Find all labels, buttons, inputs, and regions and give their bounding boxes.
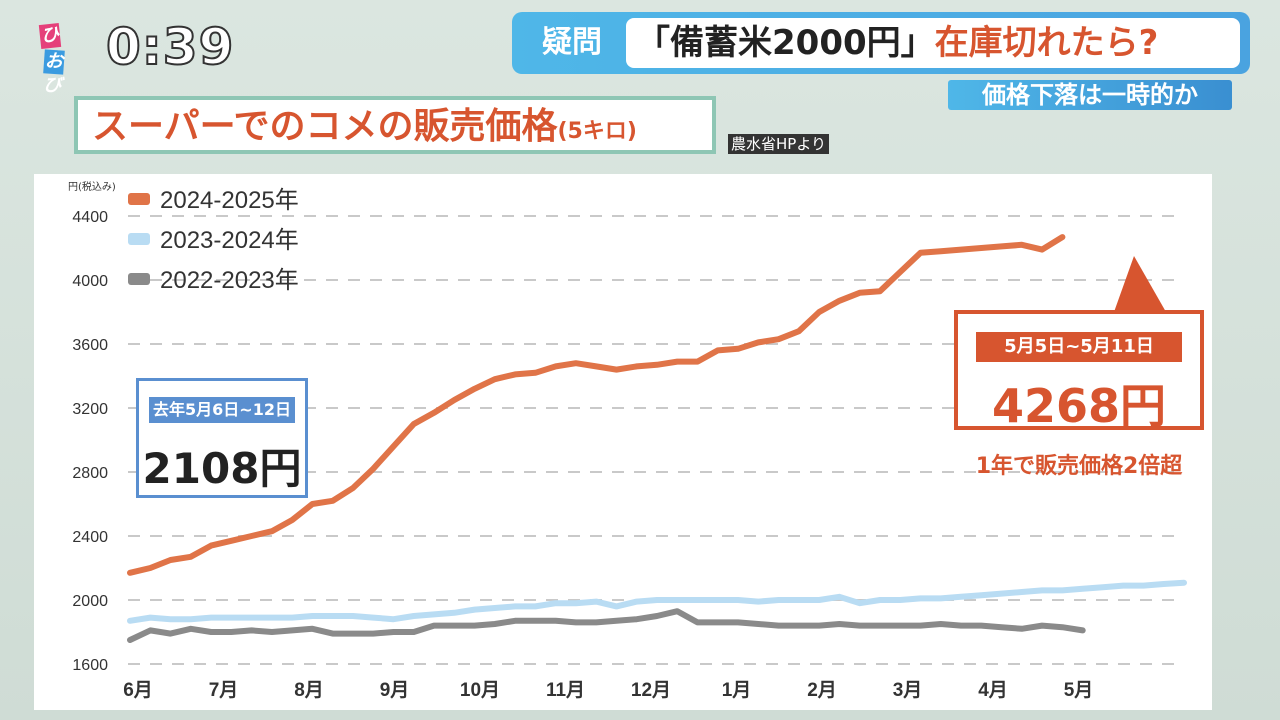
- y-tick-label: 4400: [72, 209, 108, 226]
- y-tick-label: 1600: [72, 657, 108, 674]
- chart-title-box: スーパーでのコメの販売価格(5キロ): [74, 96, 716, 154]
- show-logo: ひる おび: [40, 24, 82, 76]
- last-year-value: 2108円: [139, 435, 305, 496]
- chart-title-main: スーパーでのコメの販売価格: [92, 106, 557, 147]
- x-tick-label: 10月: [460, 680, 500, 701]
- headline-accent: 在庫切れたら?: [935, 23, 1159, 63]
- y-tick-label: 2000: [72, 593, 108, 610]
- chart-title-sub: (5キロ): [557, 119, 636, 144]
- x-tick-label: 2月: [807, 680, 837, 701]
- x-tick-label: 9月: [380, 680, 410, 701]
- y-tick-label: 2400: [72, 529, 108, 546]
- legend-label: 2024-2025年: [160, 187, 299, 214]
- legend-swatch: [128, 193, 150, 205]
- y-axis-unit: 円(税込み): [68, 180, 116, 193]
- x-tick-label: 5月: [1064, 680, 1094, 701]
- x-tick-label: 4月: [978, 680, 1008, 701]
- y-tick-label: 4000: [72, 273, 108, 290]
- y-tick-label: 3200: [72, 401, 108, 418]
- y-tick-label: 2800: [72, 465, 108, 482]
- y-tick-label: 3600: [72, 337, 108, 354]
- current-annotation: 5月5日~5月11日 4268円: [954, 310, 1204, 430]
- x-tick-label: 11月: [546, 680, 585, 701]
- chart-title: スーパーでのコメの販売価格(5キロ): [92, 104, 637, 155]
- x-tick-label: 3月: [893, 680, 923, 701]
- clock-display: 0:39: [106, 18, 234, 76]
- source-note: 農水省HPより: [728, 134, 829, 154]
- x-tick-label: 8月: [294, 680, 324, 701]
- x-tick-label: 1月: [722, 680, 752, 701]
- last-year-label: 去年5月6日~12日: [149, 397, 295, 423]
- legend-swatch: [128, 273, 150, 285]
- last-year-annotation: 去年5月6日~12日 2108円: [136, 378, 308, 498]
- subheadline: 価格下落は一時的か: [948, 80, 1232, 110]
- x-tick-label: 6月: [123, 680, 153, 701]
- doubling-note: 1年で販売価格2倍超: [952, 448, 1206, 480]
- headline-tag: 疑問: [526, 22, 618, 64]
- legend-label: 2023-2024年: [160, 227, 299, 254]
- callout-pointer: [1100, 256, 1180, 316]
- legend-label: 2022-2023年: [160, 267, 299, 294]
- callout-pointer-shape: [1114, 256, 1166, 312]
- logo-top: ひる: [39, 23, 61, 49]
- legend-swatch: [128, 233, 150, 245]
- x-tick-label: 7月: [209, 680, 239, 701]
- headline-main: 「備蓄米2000円」: [636, 23, 935, 63]
- current-label: 5月5日~5月11日: [976, 332, 1182, 362]
- current-value: 4268円: [958, 370, 1200, 436]
- headline-bar: 疑問 「備蓄米2000円」在庫切れたら?: [512, 12, 1250, 74]
- x-tick-label: 12月: [631, 680, 671, 701]
- logo-bottom: おび: [43, 49, 65, 74]
- headline-text: 「備蓄米2000円」在庫切れたら?: [636, 20, 1158, 66]
